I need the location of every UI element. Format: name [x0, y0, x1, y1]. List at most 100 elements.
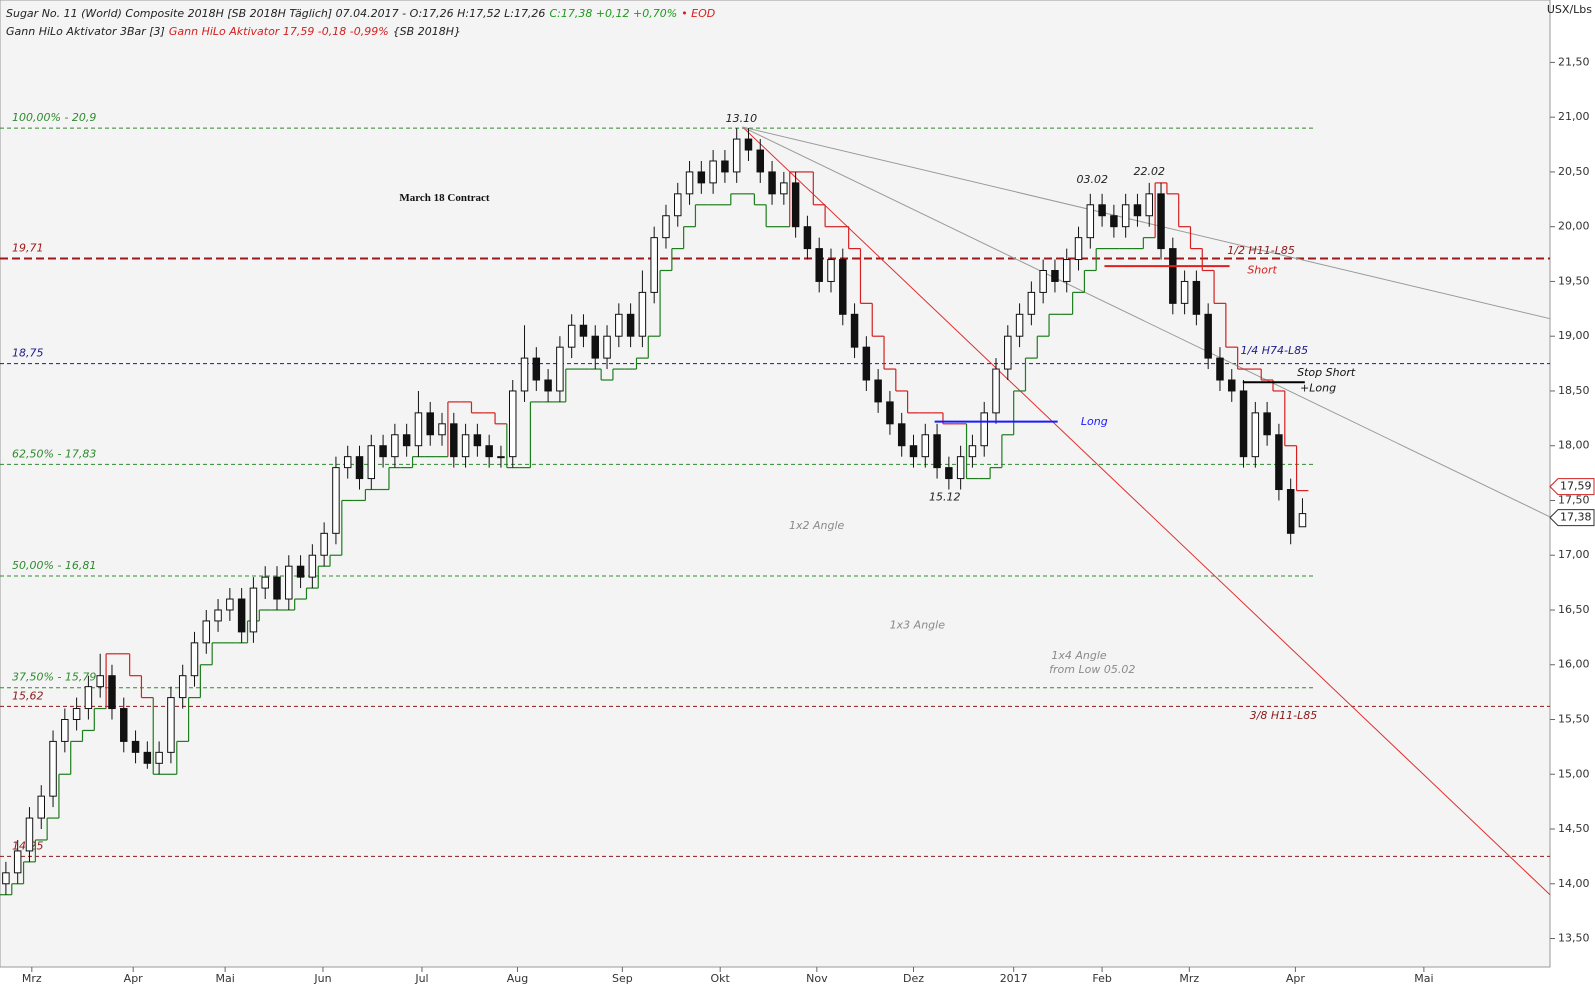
- candle-body: [933, 434, 941, 469]
- plot-area: [0, 0, 1551, 968]
- candle-body: [61, 719, 69, 742]
- candle-body: [862, 346, 871, 381]
- candle-body: [202, 620, 211, 644]
- y-tick-label: 17,00: [1558, 548, 1590, 561]
- candle-body: [850, 313, 859, 348]
- candle-body: [72, 708, 81, 721]
- candle-body: [909, 445, 918, 458]
- candle-body: [308, 554, 317, 578]
- candle-body: [37, 795, 45, 819]
- x-tick-label: Jul: [414, 972, 428, 985]
- candle-body: [1286, 489, 1295, 534]
- candle-body: [508, 390, 517, 458]
- subtitle-main: Gann HiLo Aktivator 3Bar [3]: [6, 25, 165, 38]
- candle-body: [1216, 357, 1224, 381]
- candle-body: [1039, 269, 1047, 293]
- candle-body: [603, 335, 611, 359]
- x-tick-label: 2017: [1000, 972, 1028, 985]
- candle-body: [1145, 193, 1153, 217]
- level-label: 18,75: [12, 347, 44, 360]
- candle-body: [532, 357, 541, 381]
- y-tick-label: 13,50: [1558, 932, 1590, 945]
- candle-body: [1251, 412, 1260, 458]
- x-tick-label: Mai: [1414, 972, 1433, 985]
- y-tick-label: 15,50: [1558, 713, 1590, 726]
- candle-body: [237, 598, 246, 633]
- price-tag-label: 17,38: [1560, 511, 1592, 524]
- annotation: 15.12: [929, 490, 961, 503]
- y-tick-label: 19,50: [1558, 274, 1590, 287]
- x-tick-label: Apr: [1286, 972, 1306, 985]
- candle-body: [226, 598, 234, 611]
- candle-body: [803, 226, 812, 250]
- level-label: 15,62: [12, 689, 44, 702]
- candle-body: [839, 259, 847, 315]
- candle-body: [1228, 379, 1236, 392]
- candle-body: [709, 160, 717, 184]
- chart-title: Sugar No. 11 (World) Composite 2018H [SB…: [6, 7, 715, 20]
- candle-body: [367, 445, 376, 480]
- candle-body: [1074, 237, 1083, 261]
- y-tick-label: 21,00: [1558, 110, 1590, 123]
- annotation: 13.10: [726, 112, 758, 125]
- candle-body: [1169, 248, 1177, 304]
- candle-body: [756, 149, 765, 173]
- title-main: Sugar No. 11 (World) Composite 2018H [SB…: [6, 7, 545, 20]
- candle-body: [273, 576, 281, 600]
- candle-body: [520, 357, 529, 392]
- level-label: 37,50% - 15,79: [12, 671, 96, 684]
- candle-body: [897, 423, 906, 447]
- x-tick-label: Dez: [903, 972, 924, 985]
- annotation: March 18 Contract: [399, 192, 490, 204]
- candle-body: [1004, 335, 1012, 370]
- candle-body: [320, 532, 328, 556]
- candle-body: [956, 456, 965, 480]
- y-tick-label: 19,00: [1558, 329, 1590, 342]
- candle-body: [402, 434, 411, 447]
- candle-body: [768, 171, 776, 195]
- candle-body: [1062, 259, 1071, 282]
- candle-body: [886, 401, 894, 425]
- candle-body: [1098, 204, 1106, 217]
- candle-body: [567, 324, 576, 348]
- candle-body: [426, 412, 434, 436]
- candle-body: [143, 751, 152, 764]
- candle-body: [379, 445, 387, 458]
- candle-body: [556, 346, 564, 392]
- x-tick-label: Jun: [313, 972, 331, 985]
- level-label: 19,71: [12, 241, 44, 254]
- annotation: 1/2 H11-L85: [1227, 244, 1295, 257]
- candle-body: [1015, 313, 1024, 337]
- x-tick-label: Mrz: [1179, 972, 1199, 985]
- candle-body: [1204, 313, 1212, 359]
- candle-body: [1239, 390, 1248, 458]
- candle-body: [296, 565, 305, 578]
- candle-body: [285, 565, 293, 600]
- annotation: 1x2 Angle: [789, 519, 845, 532]
- level-label: 62,50% - 17,83: [12, 447, 96, 460]
- y-tick-label: 16,00: [1558, 658, 1590, 671]
- x-tick-label: Mrz: [22, 972, 42, 985]
- annotation: 1x3 Angle: [890, 618, 946, 631]
- candle-body: [131, 740, 140, 753]
- y-tick-label: 17,50: [1558, 493, 1590, 506]
- candle-body: [414, 412, 423, 447]
- annotation: Stop Short: [1297, 366, 1356, 379]
- candle-body: [214, 609, 222, 622]
- candle-body: [980, 412, 988, 447]
- candle-body: [697, 171, 706, 184]
- candle-body: [1086, 204, 1095, 239]
- y-tick-label: 14,00: [1558, 877, 1590, 890]
- candle-body: [332, 467, 340, 534]
- y-tick-label: 21,50: [1558, 55, 1590, 68]
- candle-body: [1027, 291, 1036, 315]
- candle-body: [744, 138, 753, 151]
- candle-body: [874, 379, 882, 403]
- candle-body: [96, 675, 104, 688]
- angle-line: [742, 126, 1551, 896]
- candle-body: [674, 193, 682, 217]
- candle-body: [1110, 215, 1118, 228]
- candle-body: [167, 697, 175, 753]
- price-tag-box: [1549, 478, 1595, 496]
